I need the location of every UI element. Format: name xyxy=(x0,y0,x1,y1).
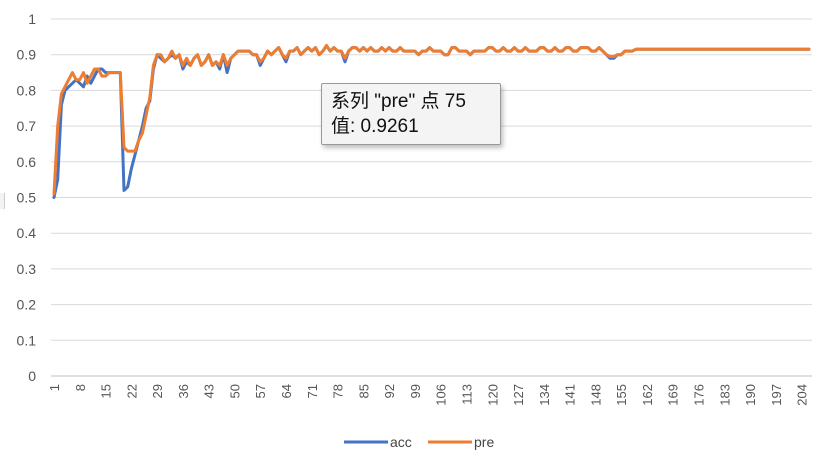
legend-label-acc: acc xyxy=(390,434,412,450)
x-tick-label: 99 xyxy=(408,384,423,398)
resize-handle[interactable] xyxy=(0,193,5,209)
x-tick-label: 22 xyxy=(124,384,139,398)
y-tick-label: 0.7 xyxy=(17,118,37,134)
series-line-pre[interactable] xyxy=(52,43,811,196)
x-tick-label: 36 xyxy=(176,384,191,398)
x-tick-label: 155 xyxy=(614,384,629,406)
x-tick-label: 204 xyxy=(795,384,810,406)
y-axis-tick-labels: 0 0.1 0.2 0.3 0.4 0.5 0.6 0.7 0.8 0.9 1 xyxy=(17,11,37,384)
x-tick-label: 106 xyxy=(434,384,449,406)
x-tick-label: 1 xyxy=(47,384,62,391)
y-tick-label: 0.9 xyxy=(17,47,37,63)
tooltip-value: 值: 0.9261 xyxy=(331,116,419,137)
tooltip-series-point: 系列 "pre" 点 75 xyxy=(331,91,466,112)
x-tick-label: 50 xyxy=(227,384,242,398)
x-tick-label: 134 xyxy=(537,384,552,406)
x-tick-label: 127 xyxy=(511,384,526,406)
x-tick-label: 162 xyxy=(640,384,655,406)
series-lines xyxy=(52,43,811,199)
x-tick-label: 113 xyxy=(459,384,474,405)
x-tick-label: 43 xyxy=(202,384,217,398)
legend-label-pre: pre xyxy=(474,434,494,450)
x-tick-label: 78 xyxy=(331,384,346,398)
y-tick-label: 0.8 xyxy=(17,82,37,98)
y-tick-label: 1 xyxy=(28,11,36,27)
y-tick-label: 0.4 xyxy=(17,225,37,241)
x-tick-label: 85 xyxy=(356,384,371,398)
x-tick-label: 197 xyxy=(769,384,784,406)
x-tick-label: 64 xyxy=(279,384,294,398)
data-point-tooltip: 系列 "pre" 点 75 值: 0.9261 xyxy=(321,83,501,145)
x-tick-label: 169 xyxy=(666,384,681,406)
y-tick-label: 0.1 xyxy=(17,332,37,348)
x-tick-label: 15 xyxy=(99,384,114,398)
gridlines xyxy=(51,18,812,377)
x-tick-label: 71 xyxy=(305,384,320,398)
y-tick-label: 0 xyxy=(28,368,36,384)
x-tick-label: 183 xyxy=(717,384,732,406)
x-tick-label: 190 xyxy=(743,384,758,406)
y-tick-label: 0.5 xyxy=(17,190,37,206)
y-tick-label: 0.2 xyxy=(17,297,37,313)
x-tick-label: 148 xyxy=(588,384,603,406)
x-tick-label: 92 xyxy=(382,384,397,398)
x-tick-label: 120 xyxy=(485,384,500,406)
y-tick-label: 0.3 xyxy=(17,261,37,277)
x-tick-label: 141 xyxy=(563,384,578,406)
x-tick-label: 8 xyxy=(73,384,88,391)
x-tick-label: 176 xyxy=(692,384,707,406)
y-tick-label: 0.6 xyxy=(17,154,37,170)
x-tick-label: 29 xyxy=(150,384,165,398)
x-tick-label: 57 xyxy=(253,384,268,398)
legend[interactable]: acc pre xyxy=(344,434,494,450)
x-axis-tick-labels: 1 8 15 22 29 36 43 50 57 64 71 78 85 92 99 106 113 120 127… xyxy=(47,384,810,406)
